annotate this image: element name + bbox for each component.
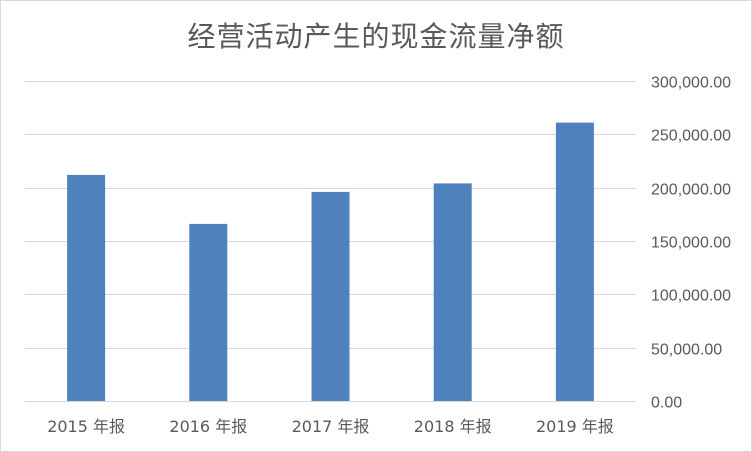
- y-tick-label: 150,000.00: [651, 235, 731, 252]
- chart-title: 经营活动产生的现金流量净额: [187, 20, 565, 53]
- y-tick-label: 100,000.00: [651, 288, 731, 305]
- bar: [433, 183, 472, 401]
- bar: [67, 174, 106, 401]
- x-axis-labels: 2015 年报 2016 年报 2017 年报 2018 年报 2019 年报: [47, 417, 614, 436]
- y-tick-label: 200,000.00: [651, 182, 731, 199]
- y-tick-label: 250,000.00: [651, 128, 731, 145]
- x-category-label: 2018 年报: [414, 417, 492, 436]
- bars: [67, 122, 594, 401]
- y-axis-ticks: 0.00 50,000.00 100,000.00 150,000.00 200,000…: [651, 75, 731, 412]
- bar: [189, 223, 228, 401]
- x-category-label: 2016 年报: [169, 417, 247, 436]
- y-tick-label: 0.00: [651, 395, 682, 412]
- y-tick-label: 300,000.00: [651, 75, 731, 92]
- bar: [555, 122, 594, 401]
- y-tick-label: 50,000.00: [651, 342, 722, 359]
- x-category-label: 2015 年报: [47, 417, 125, 436]
- x-category-label: 2019 年报: [536, 417, 614, 436]
- bar: [311, 191, 350, 401]
- x-category-label: 2017 年报: [292, 417, 370, 436]
